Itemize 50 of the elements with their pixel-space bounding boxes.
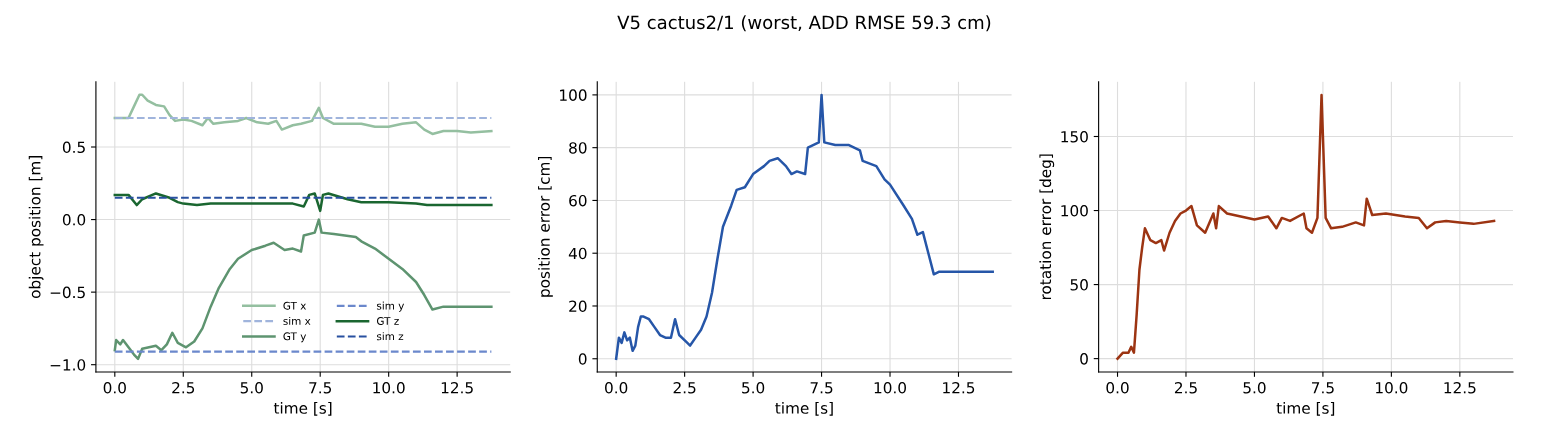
y-axis-title: rotation error [deg]	[1039, 154, 1055, 300]
x-tick-label: 7.5	[1312, 382, 1334, 394]
x-tick-label: 0.0	[103, 381, 126, 394]
x-tick-label: 2.5	[673, 381, 696, 394]
y-tick-label: −1.0	[50, 359, 86, 371]
y-tick-label: 150	[1061, 130, 1088, 143]
y-tick-label: 80	[569, 142, 587, 154]
y-tick-label: 40	[568, 247, 587, 260]
x-axis-title: time [s]	[775, 402, 833, 416]
line-series	[113, 218, 493, 361]
line-series	[113, 192, 493, 213]
x-axis-title: time [s]	[1276, 402, 1335, 416]
y-tick-label: 50	[1070, 279, 1088, 291]
legend-label: sim x	[283, 316, 311, 325]
y-tick-label: 0	[1080, 353, 1088, 365]
y-axis-title: position error [cm]	[538, 156, 553, 297]
y-tick-label: −0.5	[50, 286, 85, 299]
x-tick-label: 12.5	[441, 381, 473, 394]
x-tick-label: 5.0	[240, 381, 263, 394]
x-tick-label: 0.0	[605, 381, 628, 394]
line-series	[614, 93, 994, 361]
legend-label: sim y	[376, 301, 405, 312]
y-tick-label: 100	[560, 89, 587, 101]
y-tick-label: 60	[569, 194, 587, 207]
x-tick-label: 7.5	[810, 382, 833, 394]
chart-title: V5 cactus2/1 (worst, ADD RMSE 59.3 cm)	[617, 15, 991, 32]
y-tick-label: 100	[1061, 205, 1088, 217]
x-axis-title: time [s]	[273, 402, 332, 416]
x-tick-label: 7.5	[309, 382, 332, 394]
x-tick-label: 10.0	[1376, 381, 1408, 394]
legend-label: sim z	[376, 332, 404, 341]
y-tick-label: 0.5	[62, 141, 85, 154]
x-tick-label: 5.0	[1243, 381, 1266, 394]
x-tick-label: 12.5	[1444, 381, 1476, 394]
legend-label: GT z	[376, 317, 399, 325]
line-series	[113, 93, 493, 136]
x-tick-label: 2.5	[1174, 381, 1197, 394]
y-axis-title: object position [m]	[28, 156, 44, 299]
y-tick-label: 0.0	[62, 214, 86, 226]
legend-label: GT x	[283, 301, 307, 310]
x-tick-label: 0.0	[1106, 381, 1129, 394]
x-tick-label: 10.0	[874, 381, 907, 394]
line-series	[1116, 93, 1496, 360]
x-tick-label: 5.0	[742, 381, 765, 394]
x-tick-label: 10.0	[373, 381, 405, 394]
legend-label: GT y	[283, 332, 307, 343]
y-tick-label: 20	[569, 300, 587, 313]
x-tick-label: 12.5	[943, 381, 975, 394]
x-tick-label: 2.5	[172, 381, 195, 394]
y-tick-label: 0	[578, 353, 587, 365]
